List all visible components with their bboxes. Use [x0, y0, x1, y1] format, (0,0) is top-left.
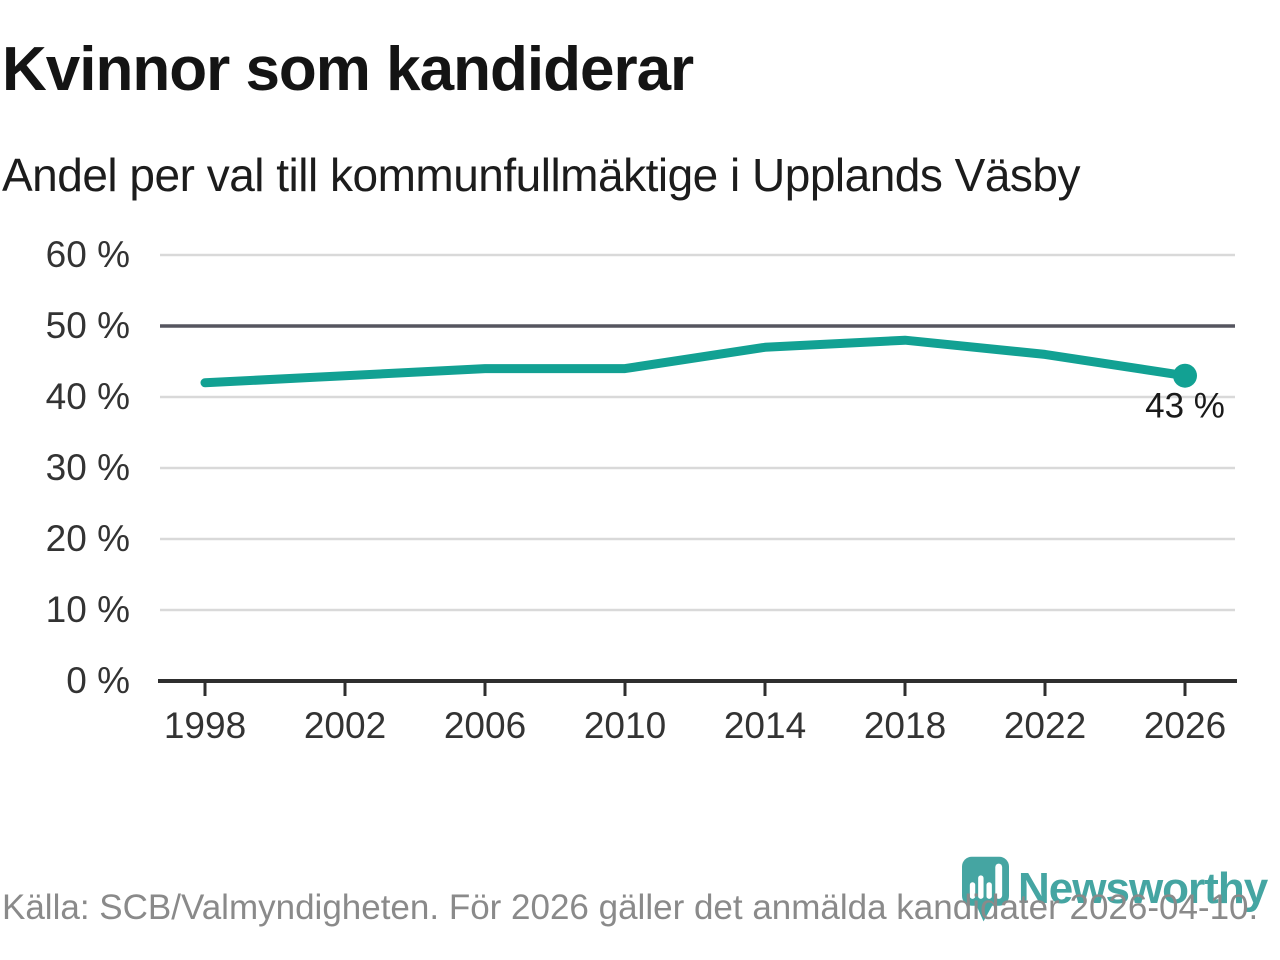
chart-title: Kvinnor som kandiderar [2, 35, 694, 104]
y-tick-label: 50 % [46, 305, 130, 346]
newsworthy-logo-icon [962, 856, 1009, 922]
trend-line [200, 335, 1190, 388]
x-tick-label: 1998 [164, 705, 246, 746]
y-tick-label: 60 % [46, 234, 130, 275]
x-tick-label: 2014 [724, 705, 806, 746]
x-tick-label: 2010 [584, 705, 666, 746]
y-tick-label: 0 % [66, 660, 130, 701]
brand-wordmark: Newsworthy [1018, 864, 1268, 913]
end-value-label: 43 % [1145, 387, 1225, 426]
end-point-marker [1173, 363, 1197, 388]
logo-bubble-tail [974, 901, 995, 922]
line-chart-canvas: 1998 2002 2006 2010 2014 2018 2022 2026 0 % 10 % 2… [46, 234, 1237, 746]
x-tick-label: 2026 [1144, 705, 1226, 746]
logo-bar-icon [995, 863, 1003, 899]
x-tick-label: 2022 [1004, 705, 1086, 746]
logo-bar-icon [969, 882, 976, 899]
chart-subtitle: Andel per val till kommunfullmäktige i U… [2, 149, 1081, 201]
y-tick-label: 30 % [46, 447, 130, 488]
x-tick-label: 2018 [864, 705, 946, 746]
newsworthy-brand: Newsworthy [962, 856, 1268, 926]
logo-bar-icon [978, 875, 984, 899]
y-tick-label: 10 % [46, 589, 130, 630]
source-note: Källa: SCB/Valmyndigheten. För 2026 gäll… [2, 888, 1259, 927]
x-tick-label: 2006 [444, 705, 526, 746]
y-tick-label: 20 % [46, 518, 130, 559]
y-tick-label: 40 % [46, 376, 130, 417]
logo-bar-icon [986, 882, 992, 899]
x-tick-label: 2002 [304, 705, 386, 746]
